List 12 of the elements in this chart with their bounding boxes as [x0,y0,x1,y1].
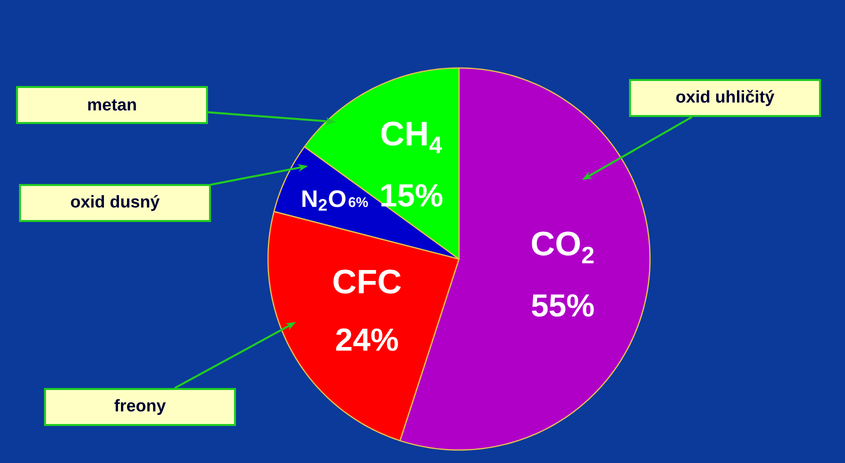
data-label: 15% [381,184,442,207]
slice-label: CFC [334,270,401,294]
text: freony [114,399,166,415]
data-label: 24% [336,328,398,351]
data-label: 55% [532,294,594,317]
data-label: 6% [348,197,368,208]
text: oxid dusný [70,195,160,211]
text: oxid uhličitý [676,90,774,106]
slice-label: CO$_{2}$ [532,232,594,264]
text: metan [88,99,136,111]
slice-label: N$_{2}$O [302,190,346,211]
slice-label: CH$_{4}$ [381,122,442,154]
